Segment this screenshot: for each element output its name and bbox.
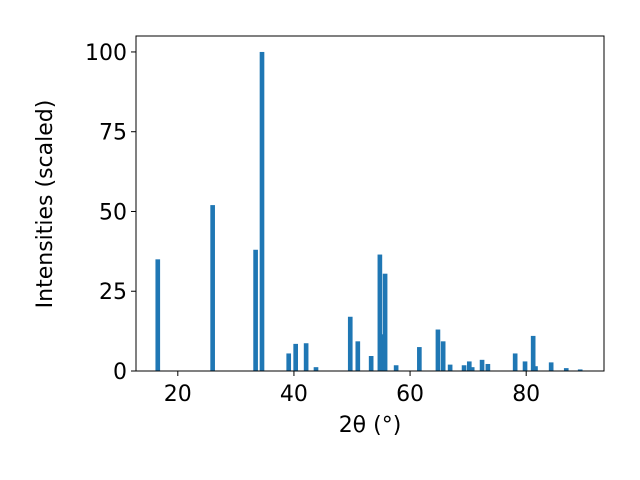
y-tick-label: 0 xyxy=(113,360,127,385)
bar xyxy=(259,51,265,371)
y-tick-label: 75 xyxy=(99,121,127,146)
bar xyxy=(577,369,583,371)
y-axis-label: Intensities (scaled) xyxy=(33,100,58,309)
bar xyxy=(253,249,258,371)
bar xyxy=(303,343,309,371)
bar xyxy=(355,341,361,371)
bar xyxy=(379,334,385,371)
bar xyxy=(512,353,518,371)
bar xyxy=(417,347,422,371)
plot-frame xyxy=(135,35,605,372)
x-axis-label: 2θ (°) xyxy=(339,413,402,438)
bar xyxy=(393,365,399,371)
x-tick-label: 40 xyxy=(280,382,308,407)
bar xyxy=(479,359,485,371)
bar xyxy=(485,363,491,371)
bar xyxy=(286,353,292,371)
bar xyxy=(461,365,467,371)
bar xyxy=(530,335,536,371)
bar xyxy=(377,254,383,371)
bar xyxy=(155,259,161,371)
x-tick-label: 80 xyxy=(512,382,540,407)
y-tick-label: 50 xyxy=(99,200,127,225)
bar xyxy=(447,364,453,371)
y-tick-label: 25 xyxy=(99,280,127,305)
bar xyxy=(469,367,475,371)
bar xyxy=(563,368,569,371)
bar xyxy=(347,316,353,371)
bar xyxy=(466,361,472,371)
bar xyxy=(210,205,215,371)
bar xyxy=(435,329,441,371)
bar xyxy=(368,356,374,371)
bar xyxy=(440,341,446,371)
bar xyxy=(293,343,298,371)
x-tick-label: 60 xyxy=(396,382,424,407)
y-tick-label: 100 xyxy=(85,41,127,66)
bar xyxy=(313,367,319,371)
bar xyxy=(533,366,538,371)
x-tick-label: 20 xyxy=(164,382,192,407)
bar xyxy=(548,362,554,371)
bar xyxy=(522,361,528,371)
bar xyxy=(382,273,388,371)
